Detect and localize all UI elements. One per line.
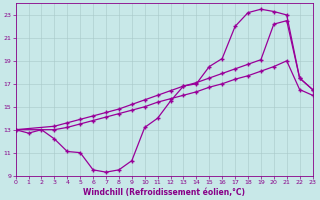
X-axis label: Windchill (Refroidissement éolien,°C): Windchill (Refroidissement éolien,°C)	[83, 188, 245, 197]
